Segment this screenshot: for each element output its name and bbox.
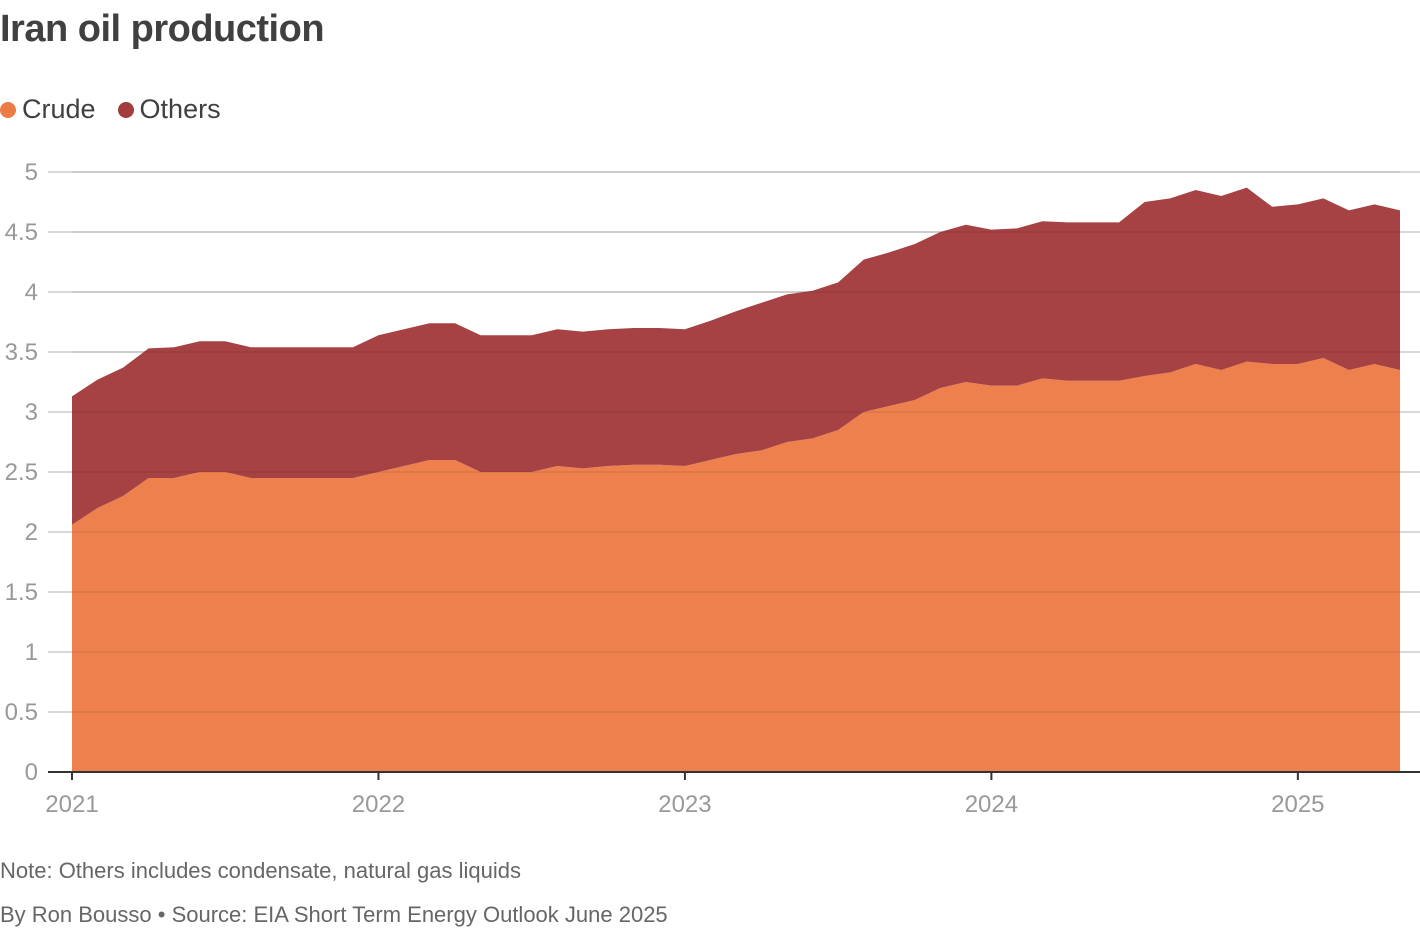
legend-item-crude: Crude: [0, 94, 96, 125]
legend-swatch-crude: [0, 101, 16, 118]
y-tick-label: 3: [25, 399, 38, 426]
chart-source: By Ron Bousso • Source: EIA Short Term E…: [0, 902, 668, 927]
y-tick-label: 0.5: [5, 699, 38, 726]
area-layer: [72, 171, 1400, 772]
chart-title: Iran oil production: [0, 8, 325, 50]
y-tick-label: 0: [25, 759, 38, 786]
legend-label-crude: Crude: [22, 94, 96, 124]
x-tick-label: 2025: [1271, 791, 1324, 818]
chart-legend: Crude Others: [0, 94, 243, 125]
area-chart: 0 0.5 1 1.5 2 2.5 3 3.5 4 4.5 5 2021 2022 2023 2024 202…: [5, 159, 1420, 818]
legend-item-others: Others: [117, 94, 221, 125]
y-tick-label: 5: [25, 159, 38, 186]
y-tick-label: 2: [25, 519, 38, 546]
legend-label-others: Others: [139, 94, 221, 124]
y-tick-label: 4.5: [5, 219, 38, 246]
x-tick-label: 2022: [352, 791, 405, 818]
y-tick-label: 3.5: [5, 339, 38, 366]
x-tick-label: 2021: [45, 791, 98, 818]
chart-note: Note: Others includes condensate, natura…: [0, 858, 521, 883]
legend-swatch-others: [117, 101, 134, 118]
y-tick-label: 1.5: [5, 579, 38, 606]
axis-layer: 0 0.5 1 1.5 2 2.5 3 3.5 4 4.5 5 2021 2022 2023 2024 202…: [5, 159, 1420, 818]
y-tick-label: 4: [25, 279, 38, 306]
x-tick-label: 2023: [658, 791, 711, 818]
x-tick-label: 2024: [965, 791, 1018, 818]
series-area-crude: [72, 358, 1400, 772]
y-tick-label: 2.5: [5, 459, 38, 486]
series-area-others: [72, 187, 1400, 525]
y-tick-label: 1: [25, 639, 38, 666]
